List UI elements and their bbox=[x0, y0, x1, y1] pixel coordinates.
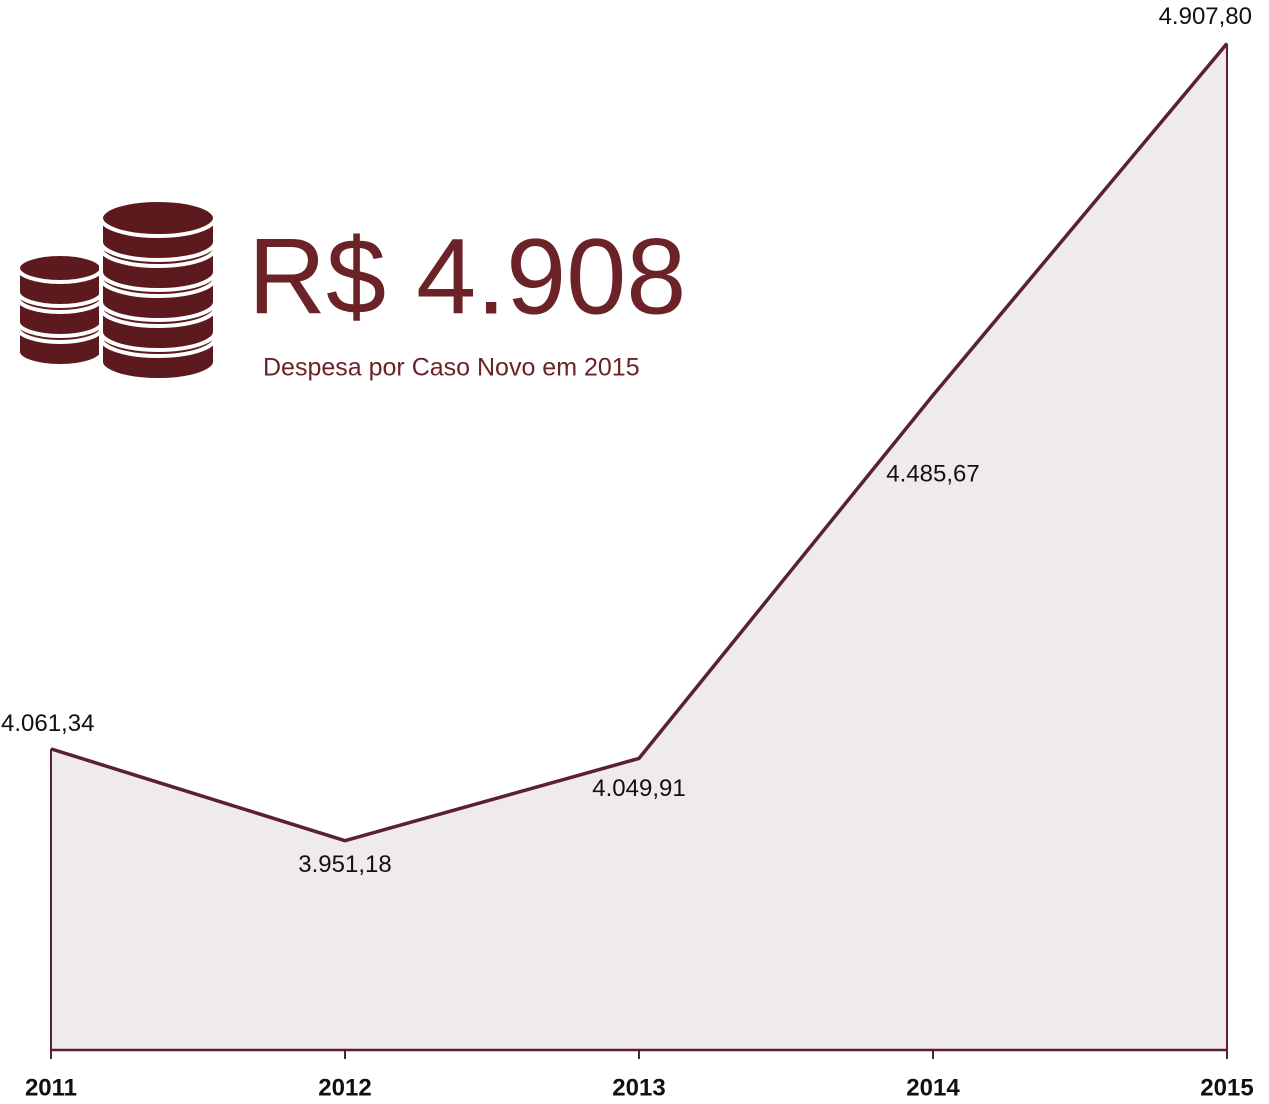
coins-icon bbox=[16, 198, 217, 382]
data-label: 4.061,34 bbox=[1, 710, 94, 737]
data-label: 3.951,18 bbox=[298, 851, 391, 878]
data-label: 4.485,67 bbox=[886, 461, 979, 488]
coin-top bbox=[16, 252, 104, 284]
data-label: 4.049,91 bbox=[592, 775, 685, 802]
x-tick-label: 2013 bbox=[612, 1074, 665, 1101]
coin-top bbox=[99, 198, 217, 238]
x-tick-label: 2012 bbox=[318, 1074, 371, 1101]
data-label: 4.907,80 bbox=[1159, 3, 1252, 30]
line bbox=[50, 42, 1229, 843]
subtitle: Despesa por Caso Novo em 2015 bbox=[263, 354, 640, 382]
headline: R$ 4.908 bbox=[248, 216, 686, 337]
area bbox=[51, 43, 1227, 1050]
x-tick-label: 2014 bbox=[906, 1074, 960, 1101]
x-tick-label: 2015 bbox=[1200, 1074, 1253, 1101]
x-tick-label: 2011 bbox=[25, 1074, 77, 1101]
